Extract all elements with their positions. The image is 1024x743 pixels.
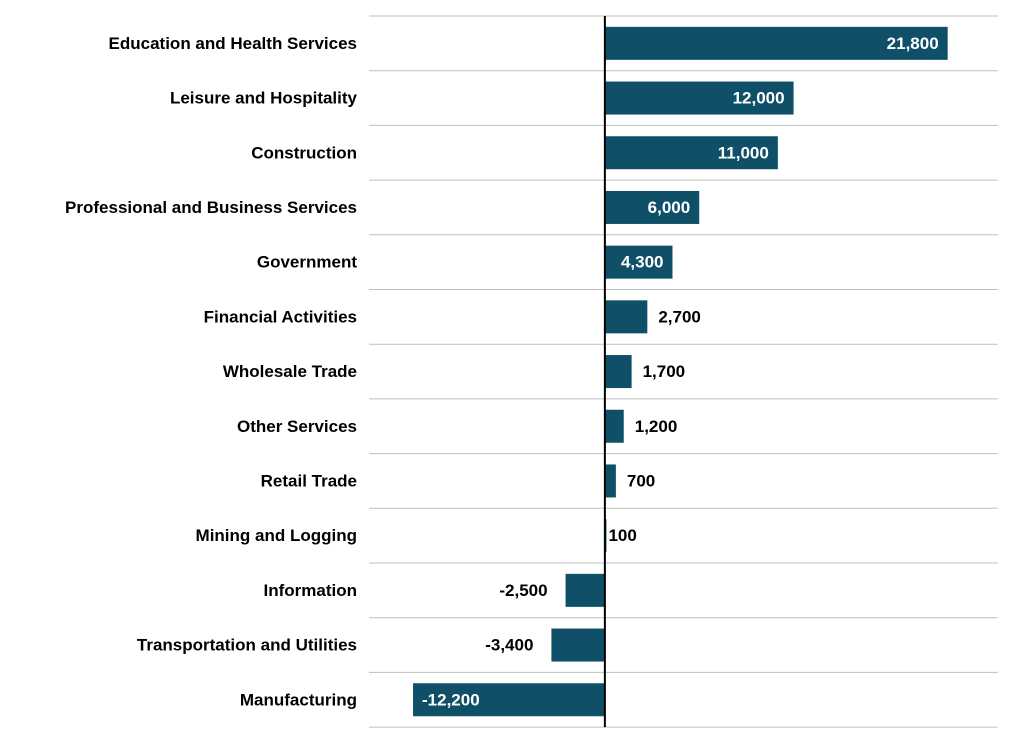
bar: [604, 300, 648, 334]
bar: [604, 355, 632, 389]
category-label: Other Services: [237, 417, 357, 436]
bar: [604, 26, 948, 60]
data-label: -12,200: [422, 690, 480, 709]
data-label: -3,400: [485, 636, 533, 655]
data-label: 11,000: [718, 143, 769, 162]
bar: [604, 190, 700, 224]
value-labels: 21,800 12,000 11,000 6,000 4,300 2,700 1,700 1,…: [422, 34, 939, 709]
category-label: Information: [264, 581, 358, 600]
category-label: Mining and Logging: [196, 526, 357, 545]
data-label: 700: [627, 471, 655, 490]
bar: [604, 464, 616, 498]
data-label: 12,000: [733, 89, 785, 108]
category-label: Education and Health Services: [109, 34, 357, 53]
data-label: 2,700: [658, 307, 701, 326]
gridlines: [369, 15, 998, 728]
bars: [413, 26, 948, 717]
bar: [413, 683, 605, 717]
bar: [565, 573, 605, 607]
category-label: Financial Activities: [204, 307, 357, 326]
bar: [604, 136, 778, 170]
data-label: 6,000: [648, 198, 691, 217]
data-label: 21,800: [887, 34, 939, 53]
category-label: Retail Trade: [261, 471, 357, 490]
bar: [551, 628, 605, 662]
bar: [604, 409, 624, 443]
category-labels: Education and Health Services Leisure and…: [65, 34, 358, 709]
category-label: Wholesale Trade: [223, 362, 357, 381]
data-label: 4,300: [621, 253, 664, 272]
data-label: 100: [608, 526, 636, 545]
category-label: Construction: [251, 143, 357, 162]
data-label: 1,200: [635, 417, 678, 436]
category-label: Government: [257, 253, 357, 272]
category-label: Professional and Business Services: [65, 198, 357, 217]
data-label: -2,500: [499, 581, 547, 600]
bar: [604, 81, 794, 115]
category-label: Manufacturing: [240, 690, 357, 709]
bar: [604, 245, 673, 279]
data-label: 1,700: [643, 362, 686, 381]
category-label: Leisure and Hospitality: [170, 89, 358, 108]
category-label: Transportation and Utilities: [137, 636, 357, 655]
